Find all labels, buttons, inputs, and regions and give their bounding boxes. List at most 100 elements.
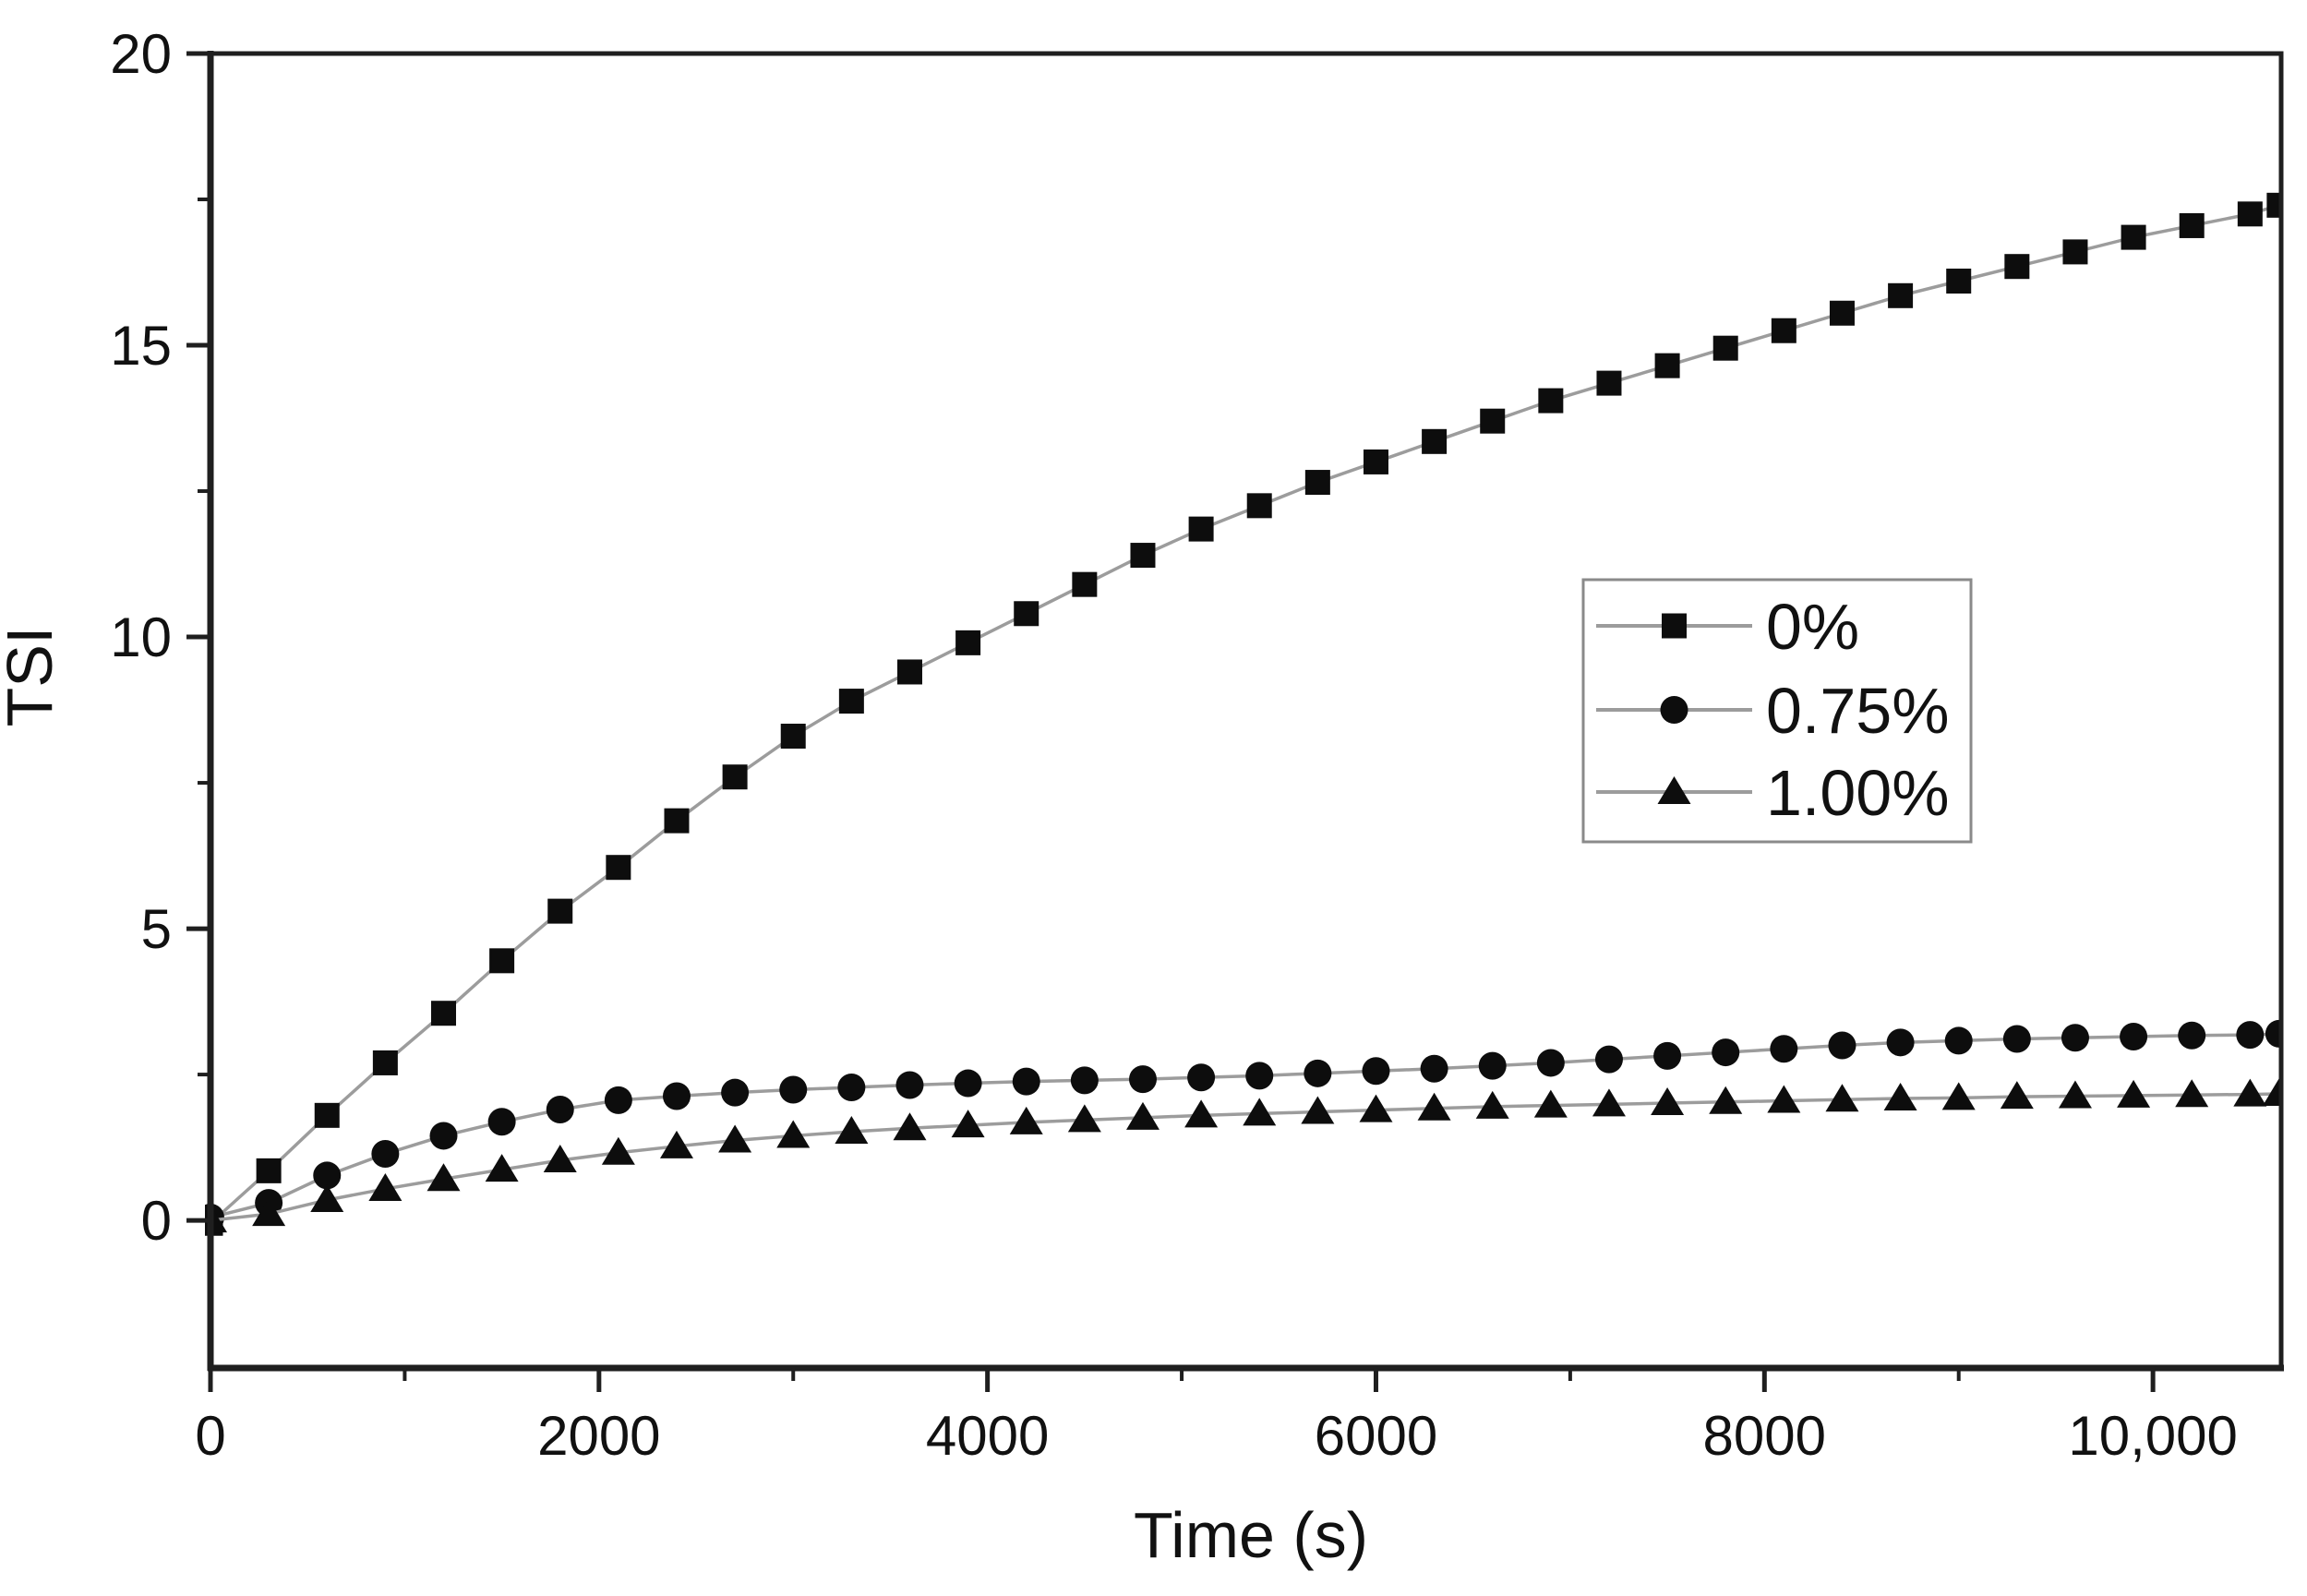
marker-square (1654, 353, 1680, 378)
marker-triangle (2117, 1079, 2151, 1108)
marker-circle (721, 1078, 750, 1107)
marker-square (1888, 282, 1914, 308)
x-tick-label: 4000 (926, 1405, 1049, 1467)
series-1.00% (205, 1077, 2281, 1233)
marker-circle (604, 1086, 632, 1114)
y-tick-label: 10 (110, 606, 172, 668)
marker-square (1596, 370, 1622, 396)
marker-circle (2265, 1019, 2281, 1048)
marker-square (955, 630, 981, 655)
marker-square (896, 659, 922, 685)
marker-circle (1653, 1041, 1682, 1070)
marker-circle (1070, 1066, 1099, 1095)
marker-circle (2178, 1021, 2206, 1050)
marker-circle (895, 1071, 924, 1099)
marker-triangle (252, 1198, 286, 1227)
marker-triangle (543, 1144, 577, 1172)
marker-triangle (835, 1116, 869, 1145)
marker-circle (1828, 1031, 1856, 1060)
marker-triangle (1592, 1088, 1626, 1117)
marker-square (2179, 212, 2205, 238)
x-tick-label: 0 (195, 1405, 225, 1467)
marker-triangle (2175, 1079, 2209, 1108)
marker-square (1072, 571, 1098, 597)
marker-circle (1245, 1062, 1274, 1090)
marker-triangle (601, 1136, 635, 1165)
marker-square (1304, 470, 1330, 496)
x-tick-label: 2000 (537, 1405, 660, 1467)
marker-square (1946, 268, 1972, 294)
marker-circle (837, 1073, 866, 1101)
marker-triangle (368, 1172, 403, 1201)
marker-square (1829, 300, 1855, 326)
marker-circle (546, 1096, 574, 1124)
marker-square (1662, 613, 1687, 639)
legend-label: 0.75% (1766, 675, 1949, 747)
marker-circle (313, 1161, 342, 1190)
legend-label: 1.00% (1766, 757, 1949, 829)
marker-square (664, 808, 690, 834)
marker-circle (1128, 1065, 1157, 1094)
marker-circle (2002, 1025, 2031, 1053)
marker-triangle (1825, 1084, 1859, 1112)
marker-triangle (951, 1110, 985, 1138)
marker-square (1246, 493, 1272, 519)
marker-triangle (2000, 1081, 2034, 1110)
x-tick-label: 6000 (1315, 1405, 1437, 1467)
marker-circle (1944, 1026, 1973, 1055)
marker-circle (1660, 696, 1688, 724)
marker-circle (1770, 1035, 1798, 1063)
marker-square (489, 948, 515, 974)
marker-triangle (1243, 1098, 1277, 1126)
marker-triangle (1125, 1101, 1160, 1130)
marker-circle (779, 1075, 808, 1104)
marker-square (838, 689, 864, 714)
marker-triangle (659, 1130, 693, 1158)
series-0.75% (205, 1019, 2281, 1231)
marker-circle (1712, 1038, 1740, 1067)
tick-label-layer: 0 2000 4000 6000 8000 10,000 0 5 10 15 20 (110, 23, 2238, 1467)
marker-circle (1886, 1028, 1915, 1057)
marker-square (314, 1102, 340, 1128)
marker-square (1480, 408, 1506, 434)
marker-circle (1478, 1051, 1507, 1080)
marker-circle (371, 1140, 400, 1169)
marker-triangle (1417, 1092, 1451, 1121)
marker-square (1188, 516, 1214, 542)
axes-layer (186, 51, 2284, 1392)
marker-triangle (1067, 1104, 1101, 1133)
legend: 0% 0.75% 1.00% (1581, 578, 1973, 844)
marker-circle (1304, 1059, 1332, 1087)
marker-square (1771, 318, 1796, 343)
marker-square (430, 1001, 456, 1026)
marker-triangle (1651, 1087, 1685, 1116)
marker-triangle (1359, 1094, 1393, 1122)
marker-triangle (2262, 1077, 2281, 1106)
marker-circle (1594, 1045, 1623, 1074)
series-line-1.00% (210, 1092, 2279, 1222)
y-tick-label: 5 (141, 898, 172, 960)
marker-triangle (1301, 1096, 1335, 1124)
marker-triangle (2233, 1078, 2267, 1107)
x-tick-label: 8000 (1703, 1405, 1826, 1467)
legend-entry-0%: 0% (1596, 591, 1859, 663)
x-axis-title: Time (s) (1134, 1499, 1368, 1571)
marker-triangle (893, 1112, 927, 1141)
marker-circle (2236, 1021, 2265, 1050)
y-axis-title: TSI (0, 627, 66, 727)
marker-triangle (776, 1120, 811, 1148)
marker-triangle (1475, 1090, 1509, 1119)
series-layer (205, 192, 2281, 1236)
marker-triangle (1941, 1082, 1976, 1110)
marker-triangle (2058, 1080, 2092, 1109)
marker-square (2266, 192, 2281, 218)
y-tick-label: 20 (110, 23, 172, 85)
marker-circle (1362, 1057, 1390, 1086)
marker-circle (2061, 1024, 2089, 1052)
marker-triangle (1009, 1106, 1043, 1134)
marker-circle (1536, 1049, 1565, 1077)
marker-square (2062, 239, 2088, 265)
marker-square (606, 855, 631, 881)
